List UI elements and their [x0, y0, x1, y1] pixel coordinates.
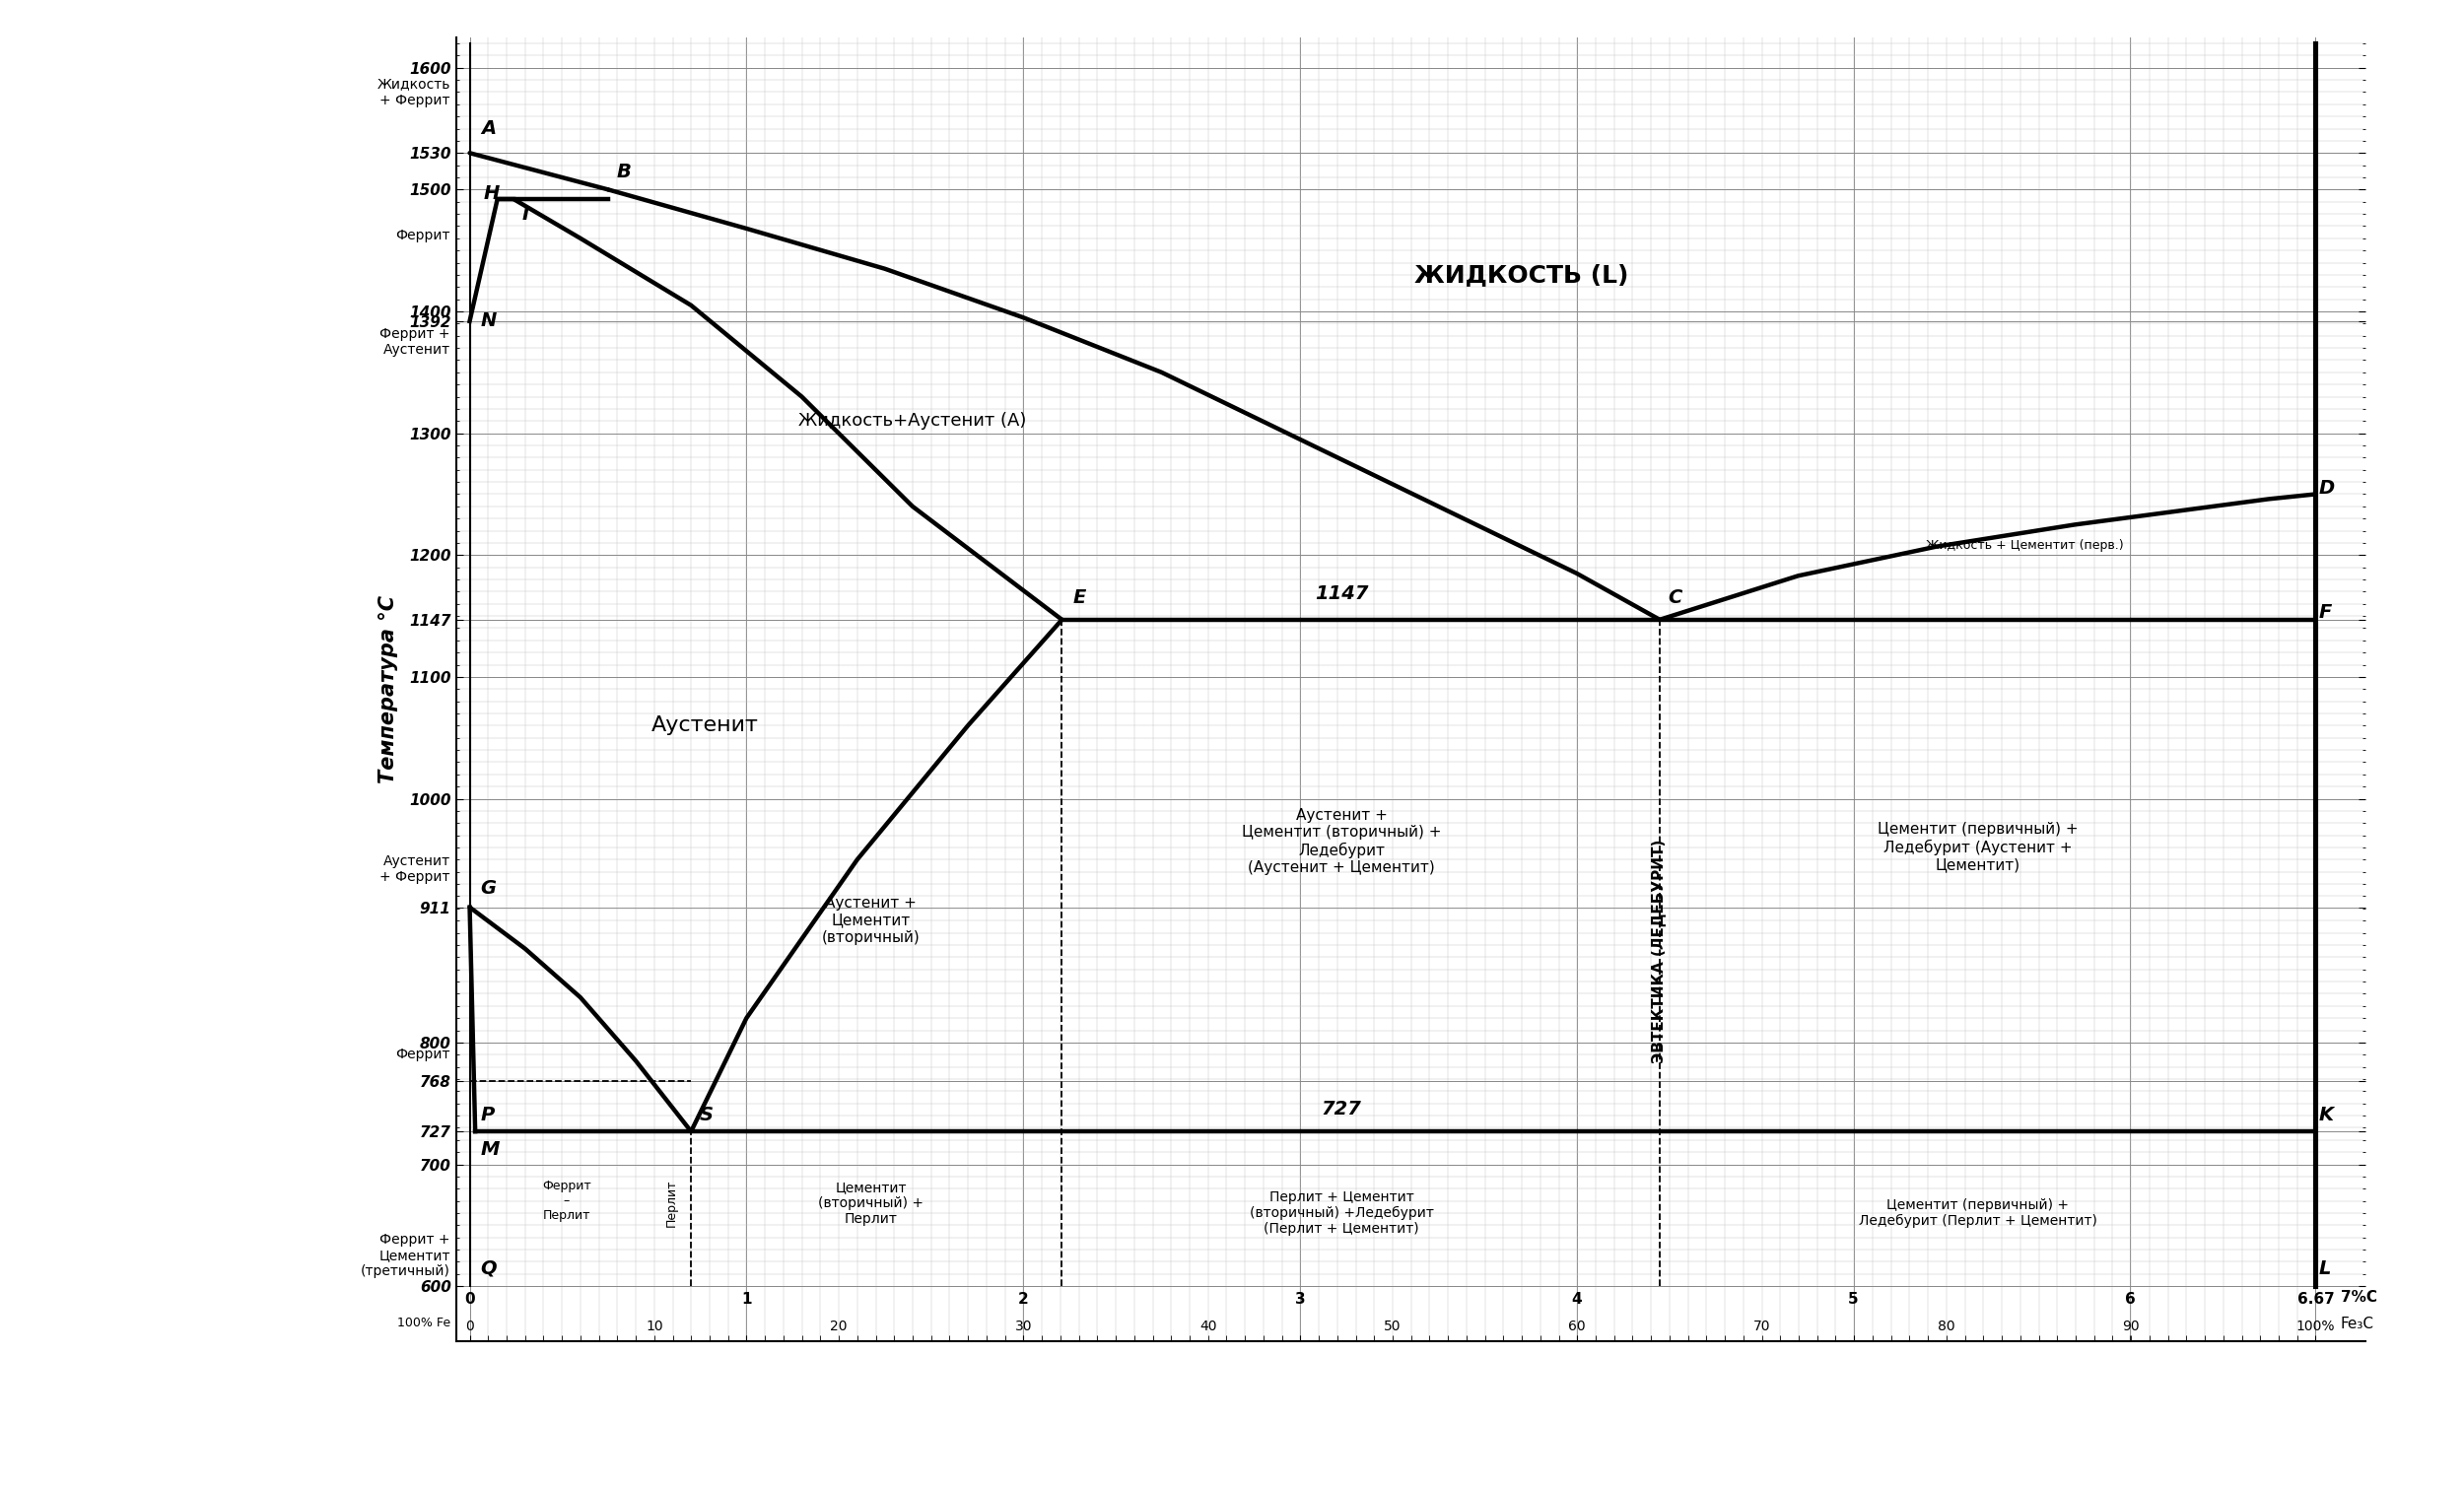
Text: M: M [480, 1140, 500, 1159]
Text: B: B [616, 162, 631, 180]
Text: 2: 2 [1018, 1292, 1027, 1307]
Text: 1: 1 [742, 1292, 752, 1307]
Text: Q: Q [480, 1259, 498, 1277]
Text: Цементит
(вторичный) +
Перлит: Цементит (вторичный) + Перлит [818, 1180, 924, 1226]
Text: ЖИДКОСТЬ (L): ЖИДКОСТЬ (L) [1414, 264, 1629, 286]
Text: D: D [2319, 478, 2333, 498]
Text: 90: 90 [2122, 1319, 2139, 1334]
Text: ЭВТЕКТИКА (ЛЕДЕБУРИТ): ЭВТЕКТИКА (ЛЕДЕБУРИТ) [1653, 839, 1668, 1064]
Text: Аустенит: Аустенит [650, 715, 759, 736]
Text: 5: 5 [1848, 1292, 1858, 1307]
Text: Цементит (первичный) +
Ледебурит (Аустенит +
Цементит): Цементит (первичный) + Ледебурит (Аустен… [1878, 822, 2077, 873]
Text: 0: 0 [466, 1319, 473, 1334]
Text: Феррит +
Цементит
(третичный): Феррит + Цементит (третичный) [360, 1232, 451, 1278]
Text: 20: 20 [830, 1319, 848, 1334]
Text: Жидкость+Аустенит (А): Жидкость+Аустенит (А) [798, 413, 1027, 431]
Text: 10: 10 [646, 1319, 663, 1334]
Text: G: G [480, 879, 498, 897]
Text: 1147: 1147 [1316, 584, 1368, 603]
Text: Цементит (первичный) +
Ледебурит (Перлит + Цементит): Цементит (первичный) + Ледебурит (Перлит… [1858, 1198, 2097, 1228]
Text: 80: 80 [1937, 1319, 1954, 1334]
Text: 100% Fe: 100% Fe [397, 1317, 451, 1329]
Text: 30: 30 [1015, 1319, 1032, 1334]
Text: 70: 70 [1754, 1319, 1772, 1334]
Text: 6.67: 6.67 [2296, 1292, 2333, 1307]
Text: Феррит: Феррит [397, 229, 451, 243]
Text: 4: 4 [1572, 1292, 1582, 1307]
Text: 6: 6 [2124, 1292, 2136, 1307]
Text: Феррит +
Аустенит: Феррит + Аустенит [379, 326, 451, 356]
Text: K: K [2319, 1106, 2333, 1123]
Text: 7%C: 7%C [2341, 1290, 2378, 1305]
Text: 40: 40 [1200, 1319, 1217, 1334]
Text: Аустенит
+ Феррит: Аустенит + Феррит [379, 855, 451, 885]
Text: N: N [480, 311, 498, 331]
Text: L: L [2319, 1259, 2331, 1277]
Y-axis label: Температура °C: Температура °C [379, 595, 399, 784]
Text: 60: 60 [1570, 1319, 1587, 1334]
Text: Перлит + Цементит
(вторичный) +Ледебурит
(Перлит + Цементит): Перлит + Цементит (вторичный) +Ледебурит… [1249, 1191, 1434, 1237]
Text: H: H [483, 183, 500, 203]
Text: S: S [700, 1106, 712, 1123]
Text: 100%: 100% [2296, 1319, 2336, 1334]
Text: I: I [522, 204, 530, 224]
Text: Феррит: Феррит [397, 1047, 451, 1061]
Text: P: P [480, 1106, 495, 1123]
Text: E: E [1072, 589, 1087, 608]
Text: Аустенит +
Цементит
(вторичный): Аустенит + Цементит (вторичный) [823, 895, 919, 945]
Text: Перлит: Перлит [665, 1180, 678, 1228]
Text: 0: 0 [463, 1292, 476, 1307]
Text: 727: 727 [1321, 1100, 1363, 1119]
Text: Fe₃C: Fe₃C [2341, 1317, 2373, 1332]
Text: F: F [2319, 603, 2331, 621]
Text: Феррит
–
Перлит: Феррит – Перлит [542, 1180, 591, 1222]
Text: Аустенит +
Цементит (вторичный) +
Ледебурит
(Аустенит + Цементит): Аустенит + Цементит (вторичный) + Ледебу… [1242, 808, 1441, 875]
Text: Жидкость + Цементит (перв.): Жидкость + Цементит (перв.) [1927, 539, 2124, 551]
Text: 3: 3 [1294, 1292, 1306, 1307]
Text: 50: 50 [1385, 1319, 1402, 1334]
Text: Жидкость
+ Феррит: Жидкость + Феррит [377, 77, 451, 107]
Text: C: C [1668, 589, 1683, 608]
Text: A: A [480, 119, 495, 139]
